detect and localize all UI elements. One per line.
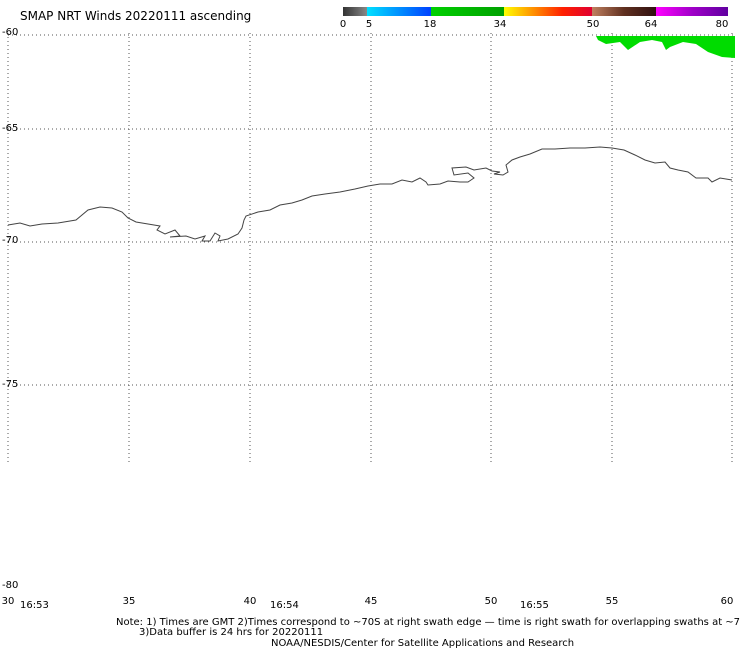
time-label-1654: 16:54: [270, 600, 299, 611]
lon-label-40: 40: [243, 596, 257, 607]
colorbar-segment-dark: [343, 7, 367, 16]
lat-label-60: -60: [2, 27, 19, 38]
credit-line: NOAA/NESDIS/Center for Satellite Applica…: [271, 638, 575, 649]
lon-label-60: 60: [720, 596, 734, 607]
lat-label-65: -65: [2, 123, 19, 134]
lat-label-80: -80: [2, 580, 19, 591]
colorbar-segment-brown: [592, 7, 656, 16]
colorbar-segment-green: [431, 7, 504, 16]
colorbar-tick-5: 5: [365, 19, 373, 30]
page-title: SMAP NRT Winds 20220111 ascending: [20, 9, 252, 23]
colorbar-tick-18: 18: [423, 19, 437, 30]
colorbar-tick-50: 50: [586, 19, 600, 30]
colorbar-segment-light-blue: [367, 7, 431, 16]
lat-label-75: -75: [2, 379, 19, 390]
colorbar-tick-64: 64: [644, 19, 658, 30]
note-line-1: Note: 1) Times are GMT 2)Times correspon…: [116, 617, 740, 628]
time-label-1653: 16:53: [20, 600, 49, 611]
lon-label-50: 50: [484, 596, 498, 607]
longitude-gridlines: [7, 33, 733, 463]
lon-label-55: 55: [605, 596, 619, 607]
wind-swath-patch: [596, 36, 735, 58]
colorbar-segment-purple: [656, 7, 728, 16]
lon-label-30: 30: [1, 596, 15, 607]
colorbar-tick-34: 34: [493, 19, 507, 30]
lon-label-35: 35: [122, 596, 136, 607]
colorbar-segment-yellow-red: [504, 7, 592, 16]
colorbar-tick-0: 0: [339, 19, 347, 30]
colorbar-tick-80: 80: [715, 19, 729, 30]
time-label-1655: 16:55: [520, 600, 549, 611]
lat-label-70: -70: [2, 235, 19, 246]
coastline: [7, 146, 733, 242]
note-line-2: 3)Data buffer is 24 hrs for 20220111: [139, 627, 324, 638]
lon-label-45: 45: [364, 596, 378, 607]
